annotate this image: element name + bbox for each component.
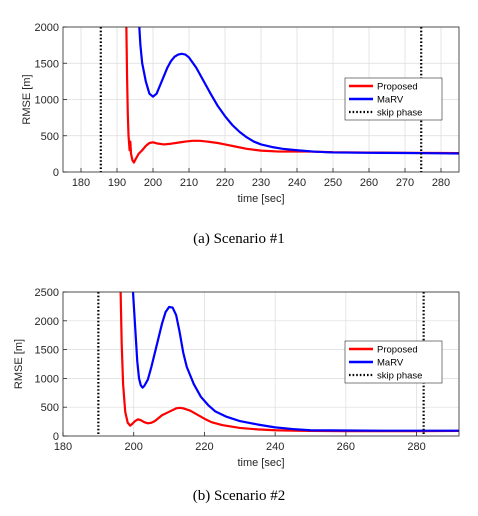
x-tick-label: 200 (144, 177, 162, 189)
x-tick-label: 260 (337, 441, 355, 453)
x-tick-label: 240 (288, 177, 306, 189)
caption-b: (b) Scenario #2 (193, 488, 285, 504)
series-line-marv (131, 291, 459, 432)
y-tick-label: 500 (41, 402, 59, 414)
x-ticks: 180 200 220 240 260 280 (54, 432, 426, 453)
x-tick-label: 280 (407, 441, 425, 453)
y-tick-label: 1500 (35, 58, 59, 70)
y-tick-label: 2500 (35, 287, 59, 299)
y-tick-label: 1500 (35, 345, 59, 357)
y-tick-label: 500 (41, 131, 59, 143)
x-tick-label: 180 (72, 177, 90, 189)
series-line-proposed (119, 291, 460, 433)
chart-scenario-1: 180 190 200 210 220 230 240 250 260 270 280 0 500 10… (21, 22, 460, 247)
x-tick-label: 270 (396, 177, 414, 189)
legend-label-proposed: Proposed (377, 345, 418, 356)
x-tick-label: 250 (324, 177, 342, 189)
x-tick-label: 210 (180, 177, 198, 189)
x-axis-label: time [sec] (237, 457, 284, 469)
y-tick-label: 0 (53, 431, 59, 443)
legend-label-skip-phase: skip phase (377, 371, 422, 382)
y-axis-label: RMSE [m] (21, 74, 33, 124)
legend-label-marv: MaRV (377, 358, 404, 369)
x-tick-label: 260 (360, 177, 378, 189)
x-tick-label: 180 (54, 441, 72, 453)
x-tick-label: 200 (125, 441, 143, 453)
legend-label-proposed: Proposed (377, 82, 418, 93)
y-tick-label: 0 (53, 167, 59, 179)
legend: Proposed MaRV skip phase (344, 77, 443, 121)
y-ticks: 0 500 1000 1500 2000 (35, 22, 67, 179)
y-tick-label: 2000 (35, 22, 59, 34)
x-tick-label: 280 (432, 177, 450, 189)
series-line-marv (138, 26, 460, 155)
data-lines (119, 291, 460, 433)
legend-label-marv: MaRV (377, 95, 404, 106)
x-tick-label: 240 (266, 441, 284, 453)
legend: Proposed MaRV skip phase (344, 340, 443, 384)
legend-label-skip-phase: skip phase (377, 108, 422, 119)
x-axis-label: time [sec] (237, 193, 284, 205)
chart-scenario-2: 180 200 220 240 260 280 05001000150020002500 … (13, 287, 460, 504)
data-lines (125, 26, 460, 164)
x-tick-label: 230 (252, 177, 270, 189)
y-tick-label: 2000 (35, 316, 59, 328)
y-ticks: 0 500 1000 1500 2000 2500 (35, 287, 67, 443)
caption-a: (a) Scenario #1 (193, 231, 285, 247)
plot-frame (62, 291, 460, 437)
y-tick-label: 1000 (35, 95, 59, 107)
x-ticks: 180 190 200 210 220 230 240 250 260 270 280 (72, 168, 450, 189)
y-axis-label: RMSE [m] (13, 339, 25, 389)
y-tick-label: 1000 (35, 373, 59, 385)
x-tick-label: 190 (108, 177, 126, 189)
x-tick-label: 220 (216, 177, 234, 189)
x-tick-label: 220 (195, 441, 213, 453)
